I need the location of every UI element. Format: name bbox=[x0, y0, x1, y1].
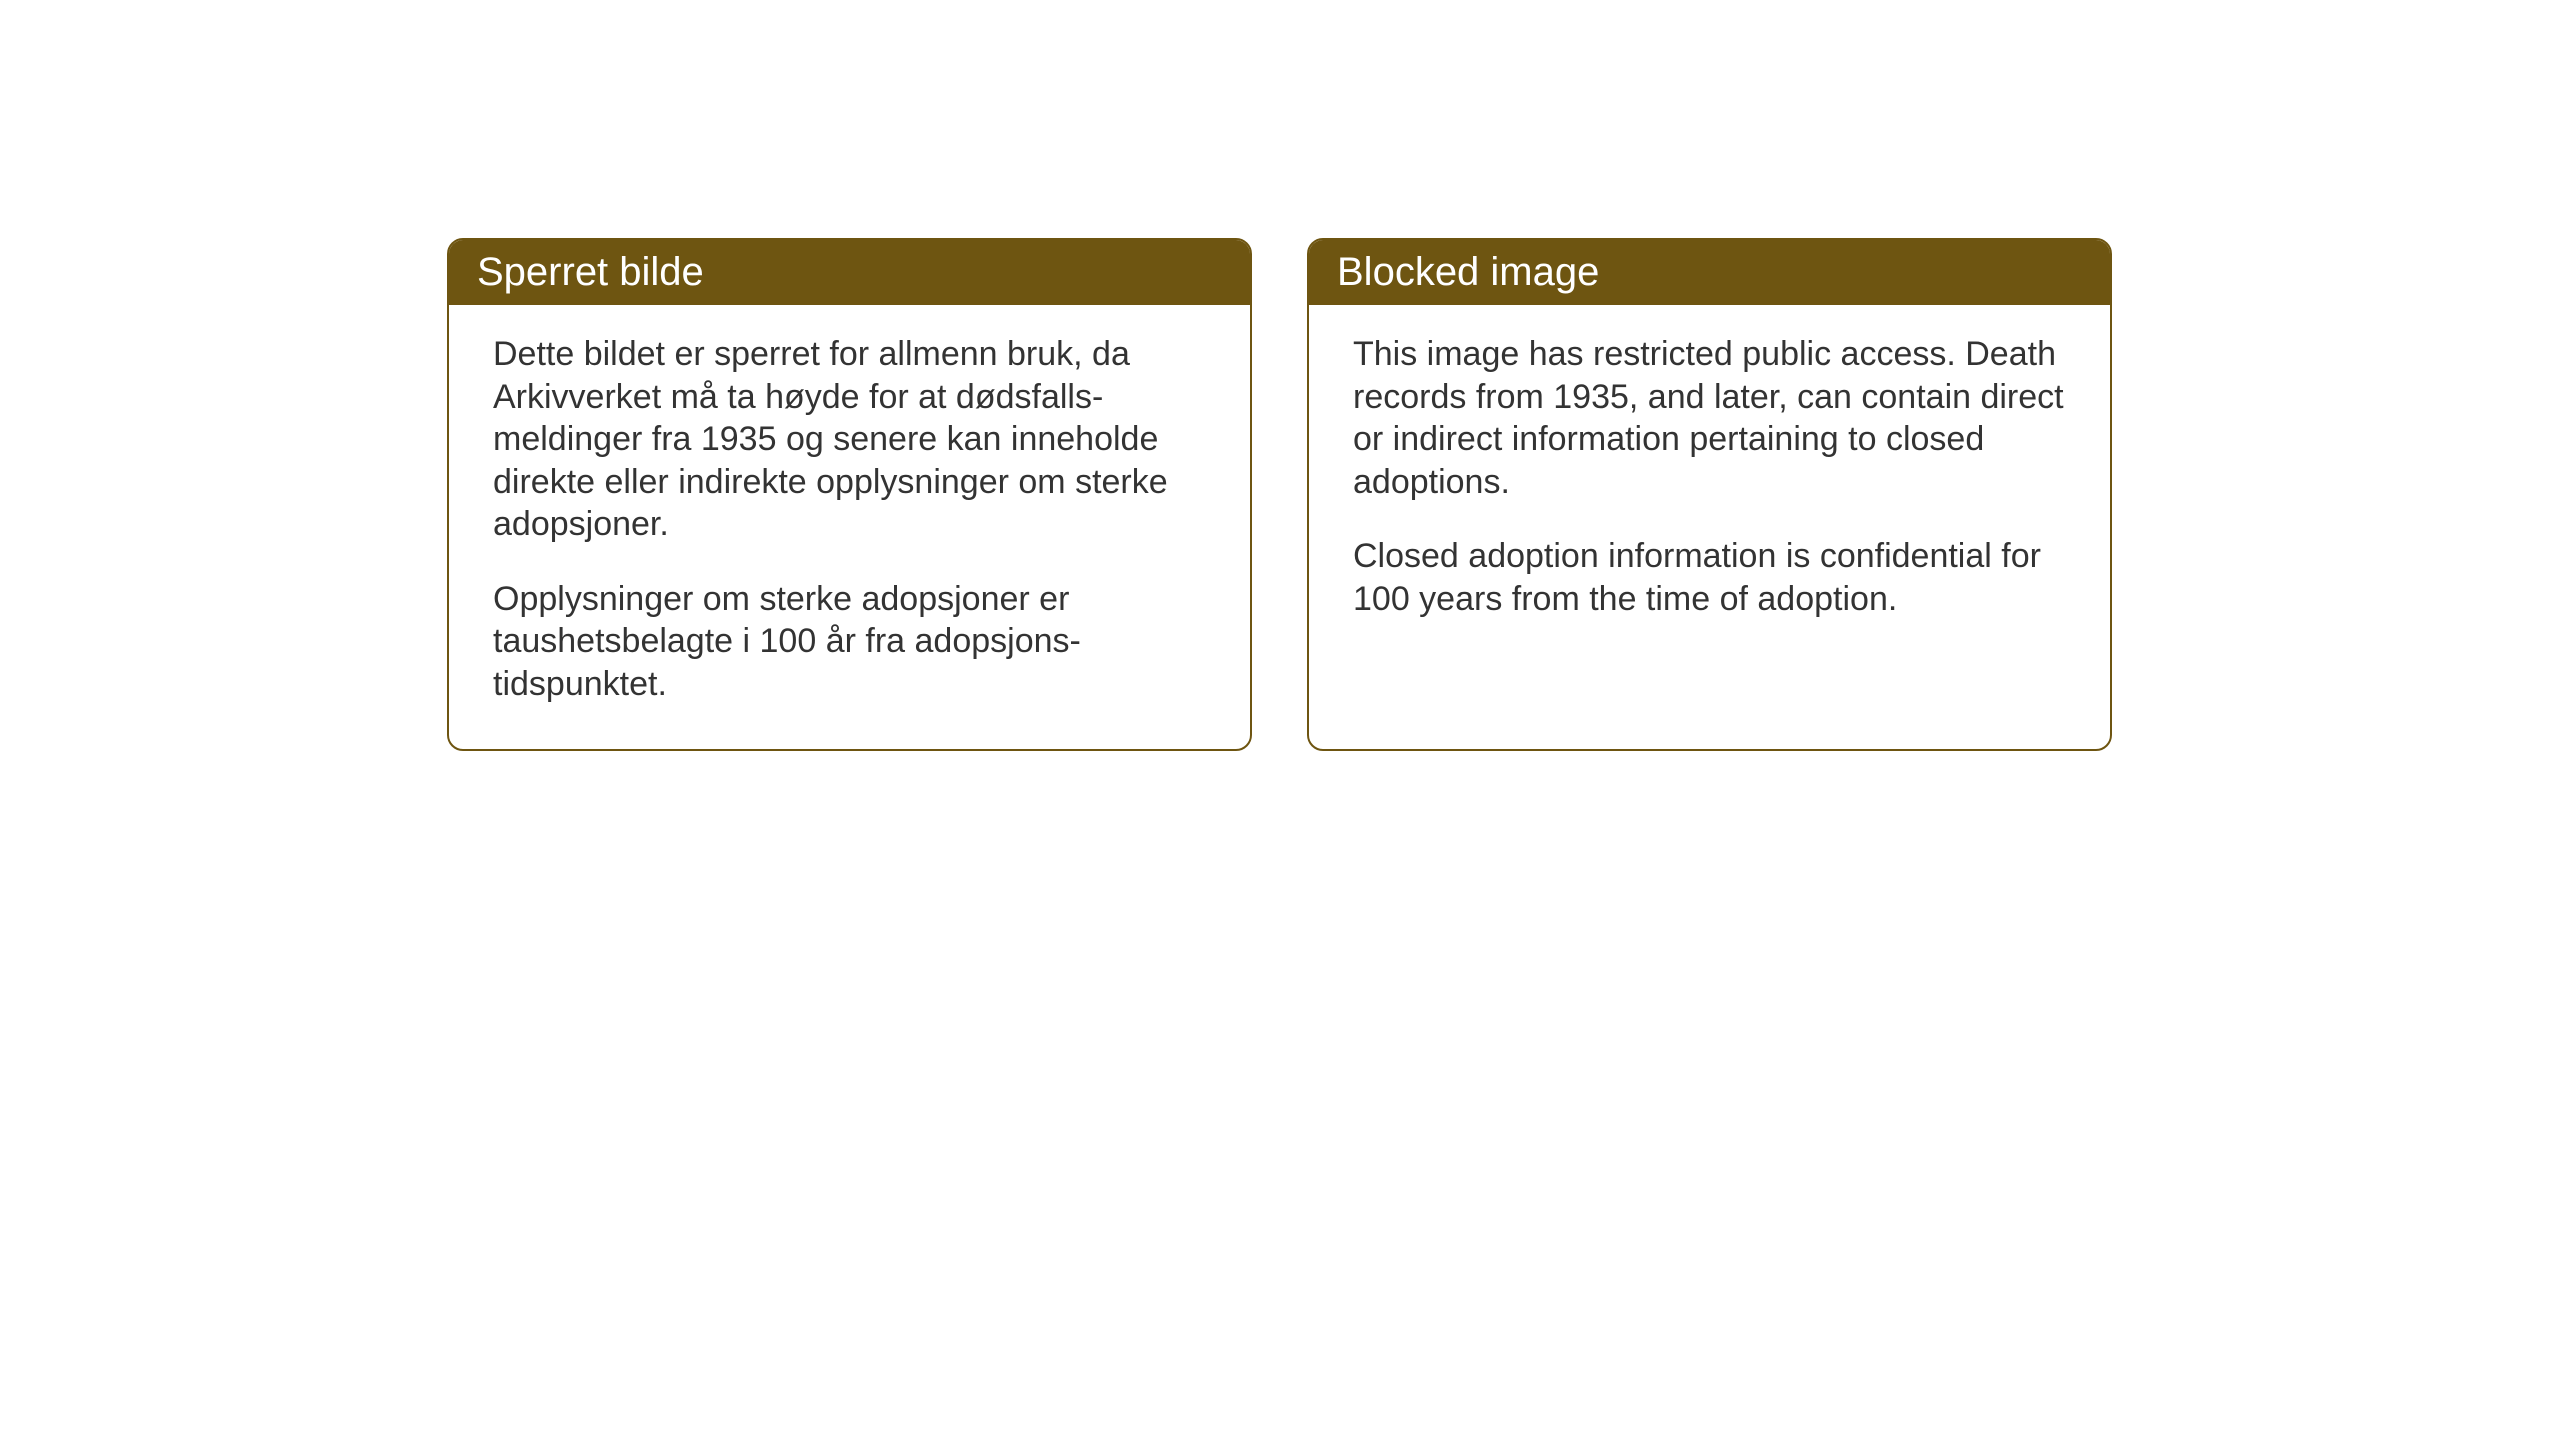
notice-header-english: Blocked image bbox=[1309, 240, 2110, 305]
notice-container: Sperret bilde Dette bildet er sperret fo… bbox=[447, 238, 2112, 751]
notice-body-english: This image has restricted public access.… bbox=[1309, 305, 2110, 664]
notice-body-norwegian: Dette bildet er sperret for allmenn bruk… bbox=[449, 305, 1250, 749]
notice-paragraph: Dette bildet er sperret for allmenn bruk… bbox=[493, 333, 1206, 546]
notice-header-norwegian: Sperret bilde bbox=[449, 240, 1250, 305]
notice-box-english: Blocked image This image has restricted … bbox=[1307, 238, 2112, 751]
notice-paragraph: Opplysninger om sterke adopsjoner er tau… bbox=[493, 578, 1206, 706]
notice-paragraph: This image has restricted public access.… bbox=[1353, 333, 2066, 503]
notice-paragraph: Closed adoption information is confident… bbox=[1353, 535, 2066, 620]
notice-box-norwegian: Sperret bilde Dette bildet er sperret fo… bbox=[447, 238, 1252, 751]
